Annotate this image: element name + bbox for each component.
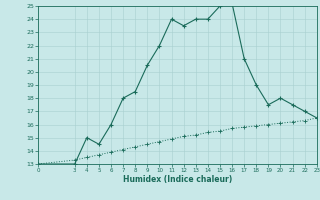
- X-axis label: Humidex (Indice chaleur): Humidex (Indice chaleur): [123, 175, 232, 184]
